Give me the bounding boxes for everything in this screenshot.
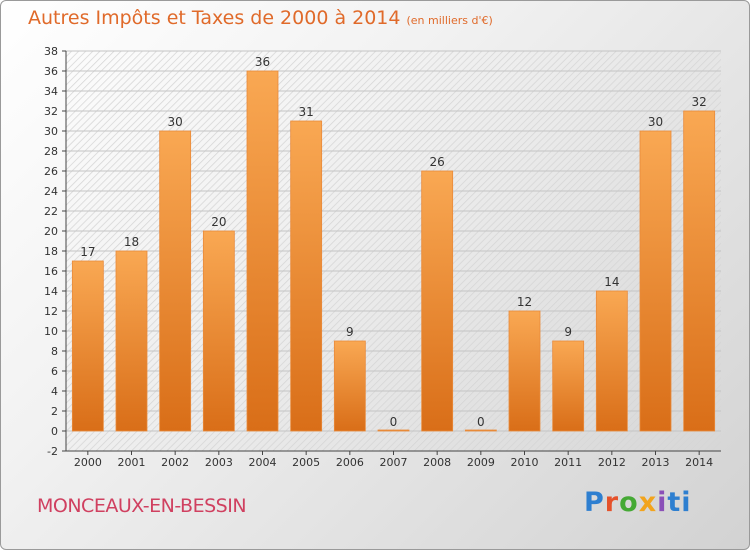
x-tick-label: 2003 [205,456,233,469]
bar [683,110,716,432]
data-label: 17 [80,245,95,259]
x-tick-label: 2005 [292,456,320,469]
x-tick-label: 2004 [249,456,277,469]
proxiti-logo: Proxiti [584,487,692,518]
chart-title: Autres Impôts et Taxes de 2000 à 2014 (en… [28,7,493,29]
logo-letter: o [619,487,639,518]
data-label: 36 [255,55,270,69]
data-label: 32 [692,95,707,109]
x-tick-label: 2001 [118,456,146,469]
y-tick-label: 34 [44,85,58,98]
bar [290,120,323,432]
y-tick-label: 36 [44,65,58,78]
y-tick-label: 28 [44,145,58,158]
y-tick-label: 4 [51,385,58,398]
y-tick-label: -2 [47,445,58,458]
logo-letter: P [584,487,605,518]
x-tick-label: 2007 [380,456,408,469]
logo-letter: ti [667,487,692,518]
y-tick-label: 38 [44,45,58,58]
data-label: 30 [168,115,183,129]
data-label: 20 [211,215,226,229]
y-tick-label: 10 [44,325,58,338]
y-tick-label: 16 [44,265,58,278]
data-label: 26 [430,155,445,169]
data-label: 14 [604,275,619,289]
bar [159,130,192,432]
bar [508,310,541,432]
bar [464,429,497,432]
y-tick-label: 30 [44,125,58,138]
chart-title-text: Autres Impôts et Taxes de 2000 à 2014 [28,7,401,29]
bar [595,290,628,432]
data-label: 31 [299,105,314,119]
bar [333,340,366,432]
logo-letter: i [657,487,668,518]
y-tick-label: 32 [44,105,58,118]
x-tick-label: 2009 [467,456,495,469]
x-tick-label: 2010 [511,456,539,469]
data-label: 12 [517,295,532,309]
data-label: 18 [124,235,139,249]
logo-letter: x [638,487,658,518]
data-label: 9 [564,325,572,339]
y-tick-label: 24 [44,185,58,198]
logo-letter: r [604,487,620,518]
y-tick-label: 12 [44,305,58,318]
bar [71,260,104,432]
y-tick-label: 14 [44,285,58,298]
x-tick-label: 2006 [336,456,364,469]
y-tick-label: 20 [44,225,58,238]
y-tick-label: 6 [51,365,58,378]
x-tick-label: 2011 [554,456,582,469]
bar [115,250,148,432]
y-tick-label: 2 [51,405,58,418]
x-tick-label: 2014 [685,456,713,469]
x-tick-label: 2012 [598,456,626,469]
y-tick-label: 8 [51,345,58,358]
bar [246,70,279,432]
x-tick-label: 2008 [423,456,451,469]
x-tick-label: 2002 [161,456,189,469]
data-label: 0 [477,415,485,429]
y-tick-label: 22 [44,205,58,218]
bar [639,130,672,432]
data-label: 30 [648,115,663,129]
x-tick-label: 2000 [74,456,102,469]
data-label: 9 [346,325,354,339]
y-tick-label: 26 [44,165,58,178]
chart-unit: (en milliers d'€) [406,14,493,27]
bar [552,340,585,432]
x-tick-label: 2013 [642,456,670,469]
bar [377,429,410,432]
bar [421,170,454,432]
y-tick-label: 18 [44,245,58,258]
data-label: 0 [390,415,398,429]
y-tick-label: 0 [51,425,58,438]
bar [202,230,235,432]
city-name: MONCEAUX-EN-BESSIN [37,495,247,517]
